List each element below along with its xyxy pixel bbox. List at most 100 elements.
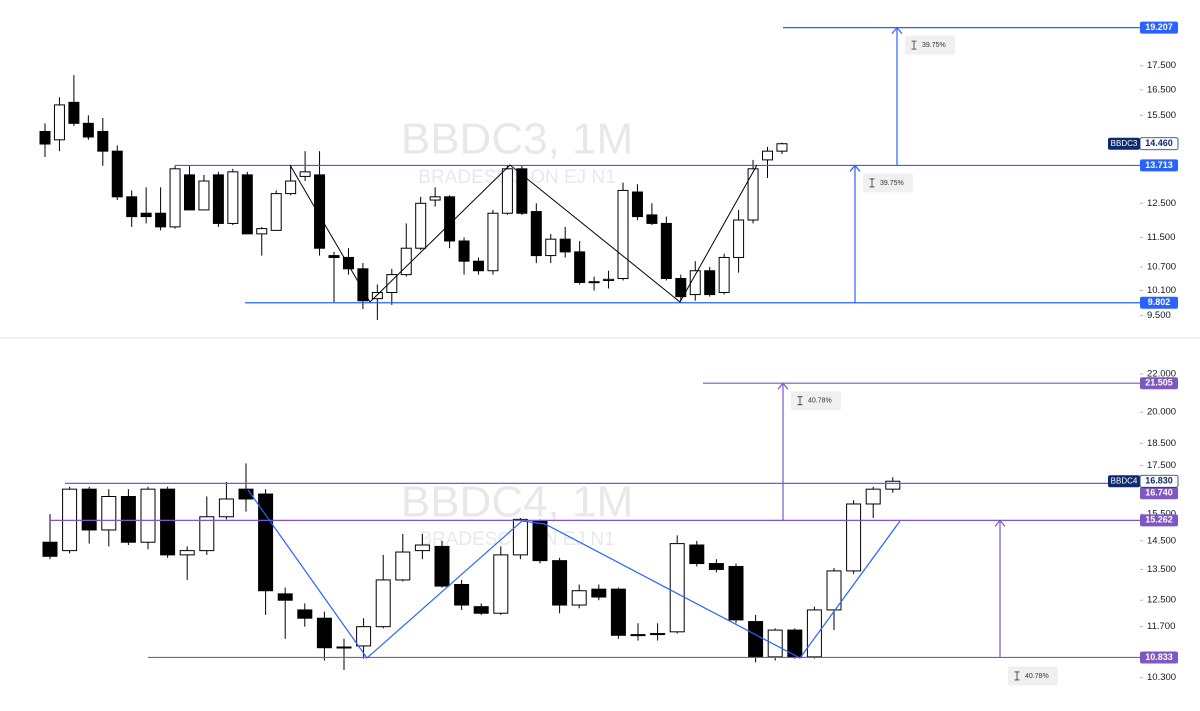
candle-body [434,545,450,587]
pattern-zigzag [289,164,758,303]
candle-body [270,193,282,231]
candle-body [516,168,528,214]
level-price-label: 21.505 [1145,378,1173,388]
candle-body [532,520,548,562]
candle-body [747,168,759,221]
y-tick-label: 10.100 [1147,285,1176,296]
candle-body [603,278,615,281]
candle-body [675,278,687,298]
candle-body [155,212,167,228]
candle-body [631,191,643,218]
candle-body [806,609,822,658]
candle-body [571,590,587,606]
measure-arrowhead [777,382,789,390]
candle-body [660,222,672,280]
candle-body [42,541,58,557]
measure-label: 40.78% [808,398,832,405]
level-price-box [1140,651,1178,664]
level-price-label: 13.713 [1145,160,1173,170]
candle-body [846,503,862,572]
y-tick-label: 15.500 [1147,509,1176,520]
candle-body [414,544,430,552]
symbol-box [1108,137,1140,150]
candle-body [371,292,383,300]
candle-body [258,493,274,592]
candle-body [762,150,773,161]
candle-body [728,565,744,621]
candle-body [160,488,176,556]
y-tick-label: 17.500 [1147,60,1176,71]
candle-body [733,219,745,258]
y-tick-label: 12.500 [1147,595,1176,606]
candle-body [574,251,586,283]
candle-body [342,256,354,270]
candle-body [826,570,842,611]
candle-body [328,255,340,258]
measure-arrowhead [849,164,861,172]
candle-body [97,130,109,152]
candle-body [458,240,470,262]
candle-body [120,496,136,543]
measure-box [791,391,841,411]
measure-icon [797,396,803,406]
last-price-label: 16.830 [1145,476,1173,486]
level-price-box [1140,159,1178,172]
candle-body [314,174,326,249]
y-tick-label: 15.500 [1147,110,1176,121]
measure-arrowhead [891,26,903,35]
candle-body [299,171,311,177]
y-tick-label: 11.700 [1147,621,1175,632]
candle-body [184,174,195,211]
candle-body [68,101,80,124]
measure-box [1008,666,1058,686]
level-price-box [1140,296,1178,309]
candle-body [415,202,427,249]
candle-body [81,488,97,531]
last-price-label: 14.460 [1145,138,1173,148]
candle-body [588,281,600,284]
candle-body [238,488,254,500]
candle-body [748,621,764,658]
candle-body [501,168,513,214]
measure-label: 39.75% [922,42,946,49]
symbol-label: BBDC3 [1111,139,1138,148]
candle-body [53,104,65,141]
level-price-label: 9.802 [1148,297,1171,307]
measure-label: 40.78% [1025,673,1049,680]
level-price-box [1140,487,1178,500]
candle-body [241,174,253,235]
measure-box [905,35,955,55]
candle-body [140,212,152,218]
candle-body [429,196,441,201]
candle-body [297,609,313,619]
candle-body [646,214,658,224]
candle-body [552,560,568,606]
candle-body [630,634,646,637]
level-price-label: 16.740 [1145,488,1173,498]
candle-body [530,211,542,257]
candle-body [689,270,701,296]
y-tick-label: 10.300 [1147,672,1176,683]
candle-body [865,488,881,505]
candle-body [375,579,391,628]
candle-body [101,496,117,531]
candle-body [704,270,716,296]
candle-body [559,238,571,253]
candle-body [473,260,484,272]
candle-body [395,551,411,581]
candle-body [545,238,557,257]
candle-body [218,498,234,518]
y-tick-label: 13.500 [1147,564,1176,575]
candle-body [776,143,788,152]
y-tick-label: 10.700 [1147,261,1176,272]
level-price-box [1140,514,1178,527]
pattern-zigzag [247,489,901,659]
label-layer: 19.207 13.713 9.802 39.75% 39.75% BBDC3 14.460… [791,21,1179,686]
candle-body [617,189,629,280]
y-tick-label: 17.500 [1147,460,1176,471]
candle-body [199,516,215,552]
